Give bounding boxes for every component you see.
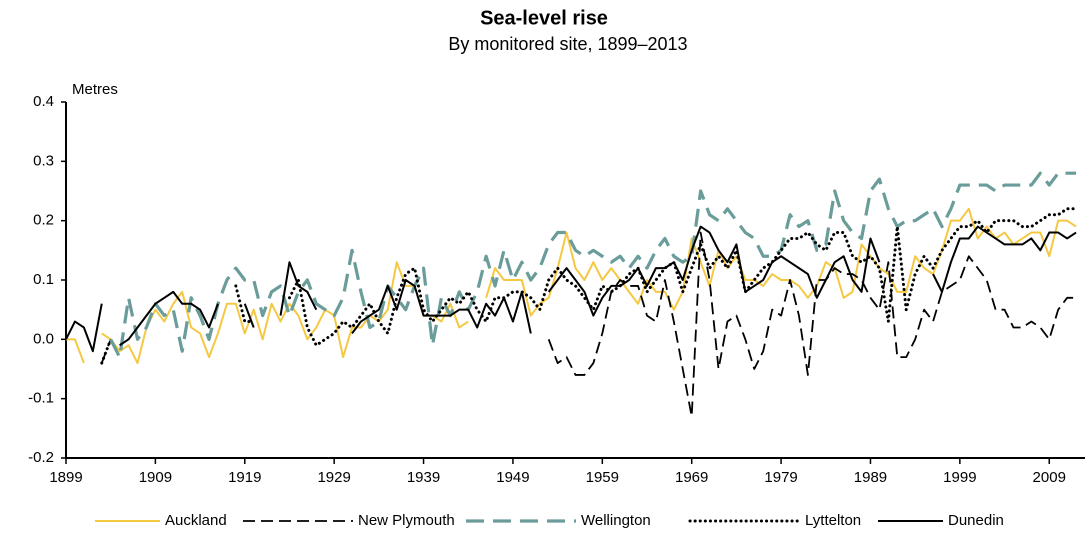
x-tick-label: 1989 [854, 469, 887, 486]
series-line [100, 207, 1078, 365]
x-tick-label: 1949 [496, 469, 529, 486]
x-tick-label: 1939 [407, 469, 440, 486]
y-tick-label: 0.0 [33, 330, 54, 347]
x-tick-label: 1919 [228, 469, 261, 486]
y-axis-label: Metres [72, 81, 118, 98]
series-line [109, 171, 1077, 359]
x-tick-label: 1899 [49, 469, 82, 486]
legend-label: Dunedin [948, 512, 1004, 529]
x-tick-label: 1969 [675, 469, 708, 486]
x-tick-label: 1979 [764, 469, 797, 486]
x-tick-label: 2009 [1033, 469, 1066, 486]
x-tick-label: 1959 [586, 469, 619, 486]
chart-subtitle: By monitored site, 1899–2013 [448, 34, 687, 54]
legend-label: Auckland [165, 512, 227, 529]
legend-label: New Plymouth [358, 512, 455, 529]
y-tick-label: 0.2 [33, 212, 54, 229]
x-tick-label: 1909 [139, 469, 172, 486]
y-tick-label: 0.4 [33, 93, 54, 110]
y-tick-label: -0.2 [28, 449, 54, 466]
series-line [66, 207, 1077, 365]
x-tick-label: 1929 [317, 469, 350, 486]
y-tick-label: 0.3 [33, 152, 54, 169]
legend-label: Wellington [581, 512, 651, 529]
y-tick-label: 0.1 [33, 271, 54, 288]
chart-title: Sea-level rise [480, 7, 608, 29]
y-tick-label: -0.1 [28, 390, 54, 407]
x-tick-label: 1999 [943, 469, 976, 486]
legend-label: Lyttelton [805, 512, 861, 529]
series-line [65, 225, 1077, 353]
